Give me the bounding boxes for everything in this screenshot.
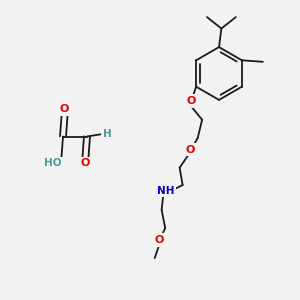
Text: H: H — [103, 129, 112, 139]
Text: HO: HO — [44, 158, 61, 169]
Text: O: O — [185, 145, 195, 155]
Text: O: O — [186, 96, 195, 106]
Text: NH: NH — [158, 185, 175, 196]
Text: O: O — [81, 158, 90, 169]
Text: O: O — [60, 104, 69, 115]
Text: O: O — [154, 235, 164, 245]
